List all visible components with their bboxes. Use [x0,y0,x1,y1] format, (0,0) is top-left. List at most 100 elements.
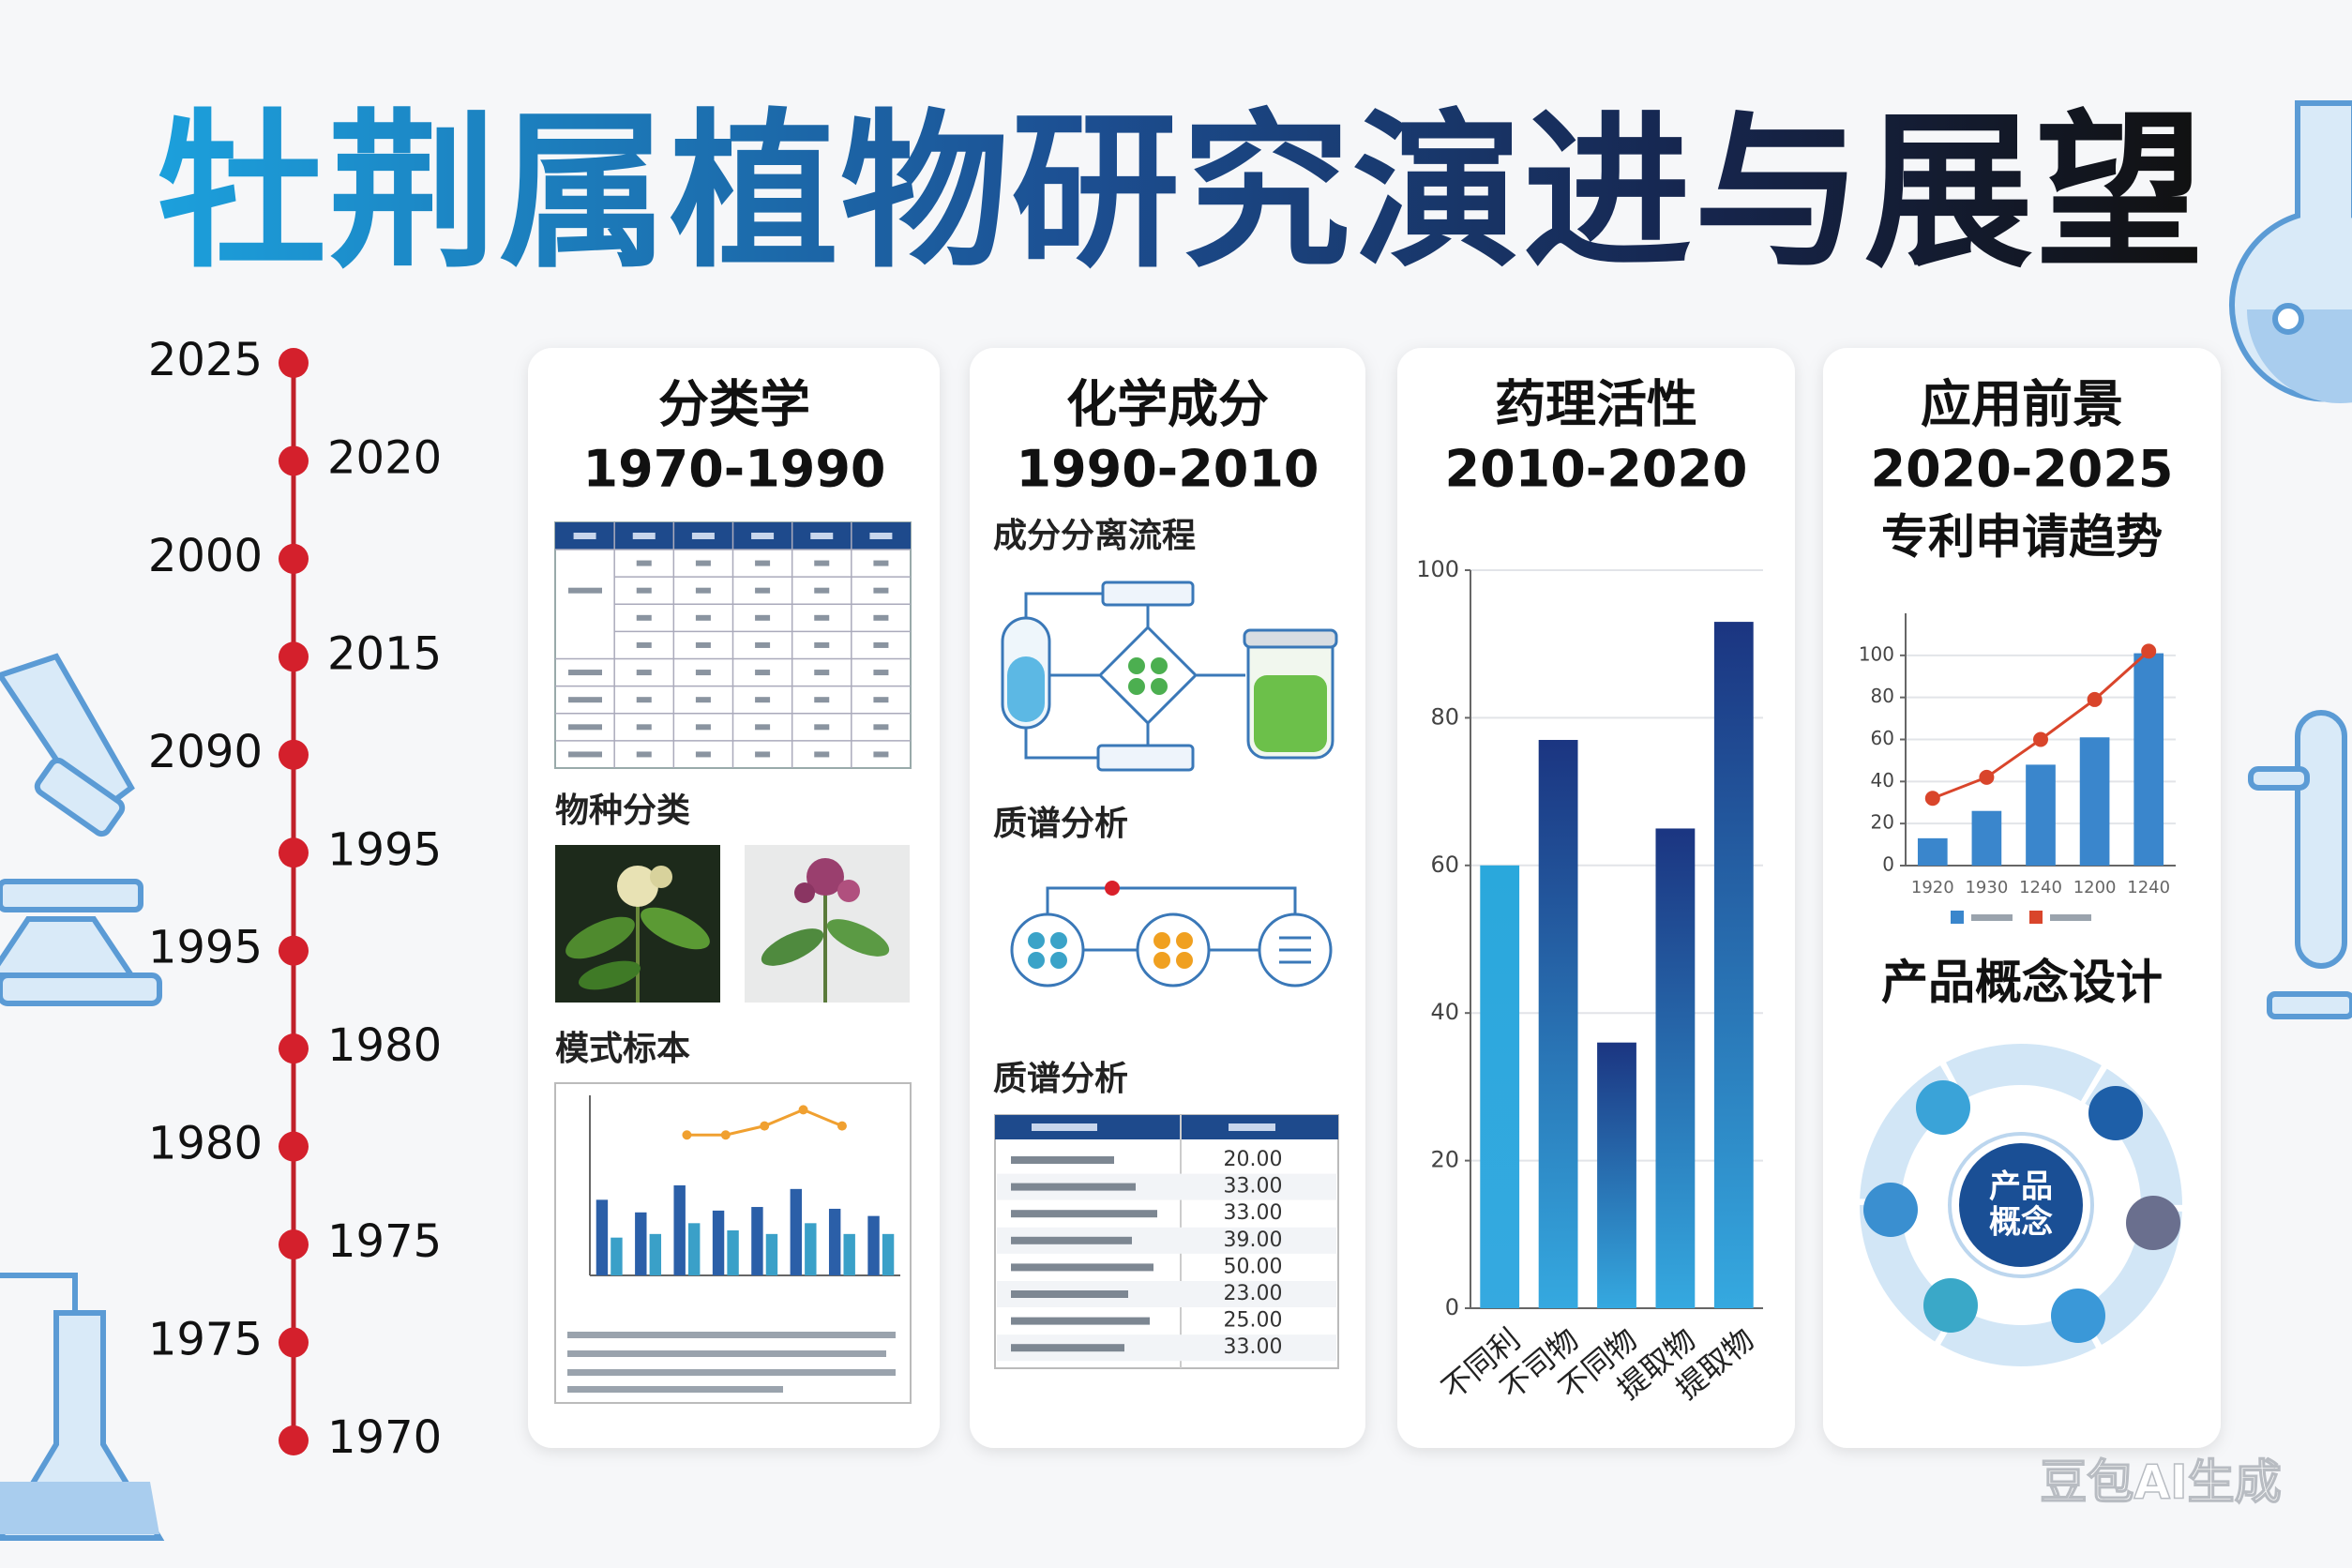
timeline-year: 1995 [148,922,263,974]
jar-lid [1243,628,1338,649]
cell-text [755,641,771,648]
microscope-body [0,916,137,978]
bar [805,1223,817,1275]
note-line [567,1369,896,1376]
timeline-year: 1980 [327,1019,442,1072]
timeline-dot [279,1131,309,1162]
bar [751,1207,763,1275]
cell-text [695,614,711,621]
bar [1713,622,1754,1308]
cell-text [568,697,602,703]
cell-text [568,670,602,676]
y-tick-label: 80 [1430,703,1459,730]
y-tick-label: 80 [1871,685,1894,707]
panel-card [1823,348,2221,1448]
cell-text [873,587,889,594]
legend-swatch [1951,911,1964,924]
leaf [641,907,710,950]
stage-circle [1010,912,1085,988]
microscope-lens [34,757,126,837]
table-value: 33.00 [1224,1335,1283,1359]
flask-tube [0,1273,78,1313]
cell-text [568,587,602,594]
row-text [1011,1210,1157,1218]
table-value: 33.00 [1224,1175,1283,1199]
cell-text [814,697,830,703]
cell-text [814,614,830,621]
y-tick-label: 60 [1430,852,1459,878]
taxonomy-table [554,521,912,769]
lab-decoration [0,100,2352,1541]
header-text [1032,1123,1097,1131]
main-title: 牡荆属植物研究演进与展望 [158,95,2206,291]
cell-text [755,724,771,731]
legend-text [1971,914,2013,921]
cell-text [873,697,889,703]
section-heading: 质谱分析 [993,1060,1128,1098]
cell-text [755,587,771,594]
y-tick-label: 60 [1871,727,1894,749]
flow-arrow [1024,728,1098,760]
chart-subtitle: 专利申请趋势 [1881,510,2163,565]
bar [673,1185,686,1275]
bar [712,1210,725,1275]
cell-text [814,670,830,676]
x-tick-label: 1240 [2127,878,2170,897]
section-heading: 成分分离流程 [993,517,1196,555]
timeline-dot [279,543,309,574]
header-text [1229,1123,1275,1131]
bar [1597,1042,1636,1308]
y-tick-label: 100 [1416,556,1459,582]
list-icon [1279,936,1311,964]
bar [635,1212,647,1275]
section-heading: 物种分类 [555,792,690,830]
panel-period: 1990-2010 [1017,440,1319,499]
specimen-notes [567,1332,896,1393]
concept-node [1863,1183,1918,1237]
y-tick-label: 100 [1859,642,1894,665]
flower [837,880,860,902]
stand-base [2267,991,2352,1019]
panel-period: 2020-2025 [1871,440,2174,499]
mass-spec-flow [1010,881,1333,988]
flow-arrow [1024,592,1103,618]
x-tick-label: 1240 [2019,878,2062,897]
cell-text [568,724,602,731]
timeline-year: 2015 [327,627,442,680]
y-tick-label: 40 [1871,769,1894,792]
cell-text [755,697,771,703]
cell-text [695,697,711,703]
bubble [2272,303,2304,335]
timeline-dot [279,935,309,966]
cell-text [755,751,771,758]
leaf-dot [1128,657,1145,674]
leaf [578,960,641,990]
row-text [1011,1290,1128,1298]
y-tick-label: 40 [1430,999,1459,1025]
microscope-stage [0,879,143,912]
bar [649,1233,662,1275]
row-text [1011,1263,1153,1272]
bar [765,1233,778,1275]
flow-line [1046,886,1297,914]
cell-text [814,587,830,594]
timeline-year: 2025 [148,334,263,386]
cell-text [755,670,771,676]
note-line [567,1350,886,1357]
cell-text [695,670,711,676]
concept-core [1959,1143,2083,1267]
x-tick-label: 1920 [1911,878,1954,897]
test-tube [2295,710,2347,969]
cell-text [695,724,711,731]
timeline-dot [279,1033,309,1064]
line-point [760,1121,770,1131]
header-text [810,533,834,539]
line-point [2141,643,2157,659]
concept-label: 概念 [1989,1204,2053,1242]
legend-text [2050,914,2091,921]
leaf-dot [1128,678,1145,695]
timeline-dot [279,641,309,672]
cell-text [695,641,711,648]
